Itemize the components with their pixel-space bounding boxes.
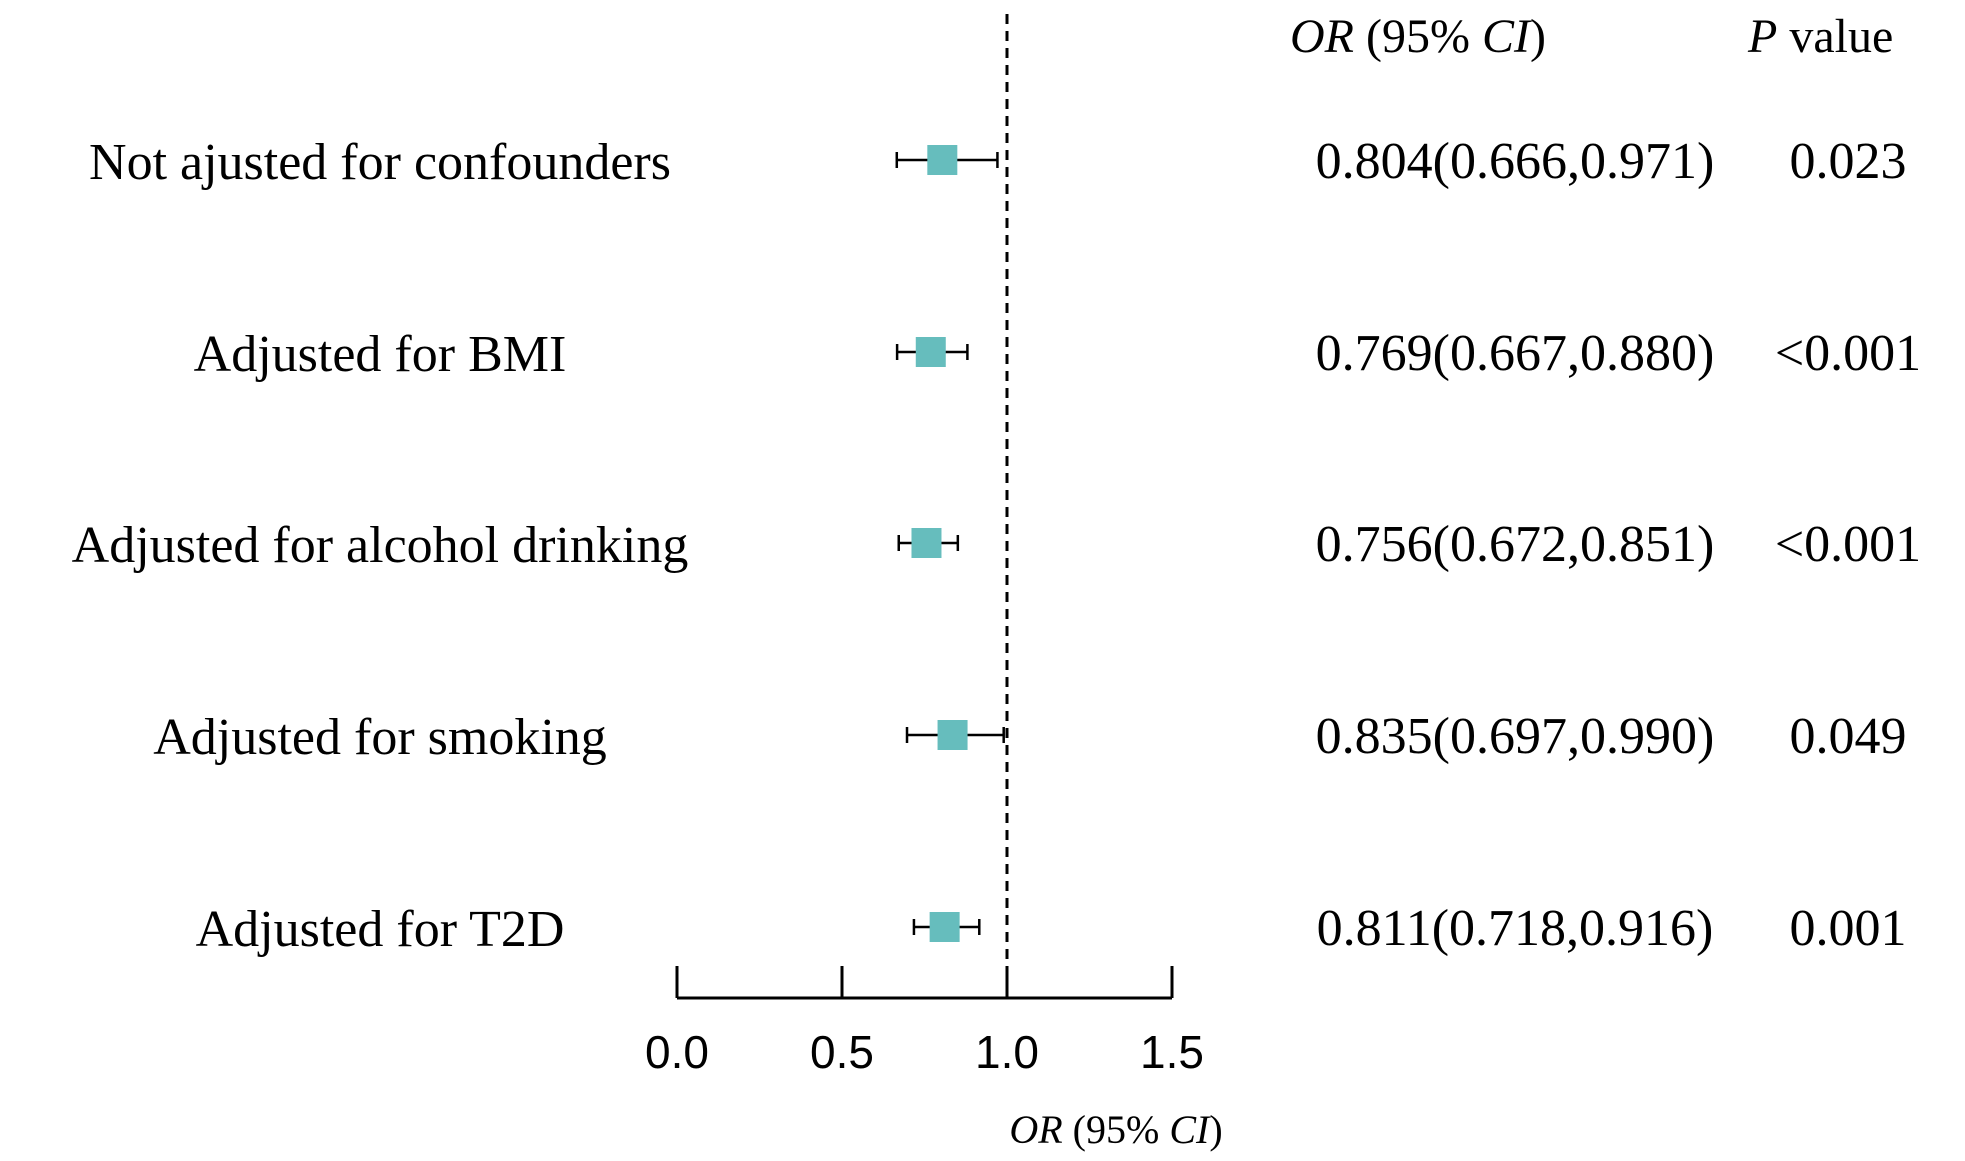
forest-row: Adjusted for T2D 0.811(0.718,0.916) 0.001 <box>196 900 1907 958</box>
point-estimate-marker <box>929 912 960 942</box>
row-label: Not ajusted for confounders <box>89 134 671 191</box>
forest-row: Adjusted for BMI 0.769(0.667,0.880) <0.001 <box>194 325 1921 383</box>
x-tick-label: 1.0 <box>975 1026 1039 1078</box>
row-label: Adjusted for alcohol drinking <box>72 517 689 574</box>
row-label: Adjusted for smoking <box>153 709 607 766</box>
x-axis-label: OR (95% CI) <box>1009 1107 1222 1152</box>
x-axis: 0.0 0.5 1.0 1.5 <box>645 966 1204 1078</box>
point-estimate-marker <box>915 337 946 367</box>
or-ci-value: 0.804(0.666,0.971) <box>1316 133 1715 190</box>
row-label: Adjusted for BMI <box>194 326 567 383</box>
point-estimate-marker <box>927 145 958 175</box>
or-ci-value: 0.756(0.672,0.851) <box>1316 516 1715 573</box>
forest-rows: Not ajusted for confounders 0.804(0.666,0… <box>72 133 1922 958</box>
or-ci-value: 0.769(0.667,0.880) <box>1316 325 1715 382</box>
p-value: 0.001 <box>1790 900 1907 957</box>
forest-row: Adjusted for smoking 0.835(0.697,0.990) 0.… <box>153 708 1906 766</box>
x-tick-label: 0.0 <box>645 1026 709 1078</box>
p-value: 0.023 <box>1790 133 1907 190</box>
or-ci-value: 0.835(0.697,0.990) <box>1316 708 1715 765</box>
forest-row: Not ajusted for confounders 0.804(0.666,0… <box>89 133 1906 191</box>
x-tick-label: 0.5 <box>810 1026 874 1078</box>
p-value-header: P value <box>1747 10 1893 63</box>
p-value: <0.001 <box>1775 516 1921 573</box>
or-ci-value: 0.811(0.718,0.916) <box>1317 900 1714 957</box>
forest-row: Adjusted for alcohol drinking 0.756(0.672… <box>72 516 1922 574</box>
row-label: Adjusted for T2D <box>196 901 565 958</box>
x-tick-label: 1.5 <box>1140 1026 1204 1078</box>
p-value: <0.001 <box>1775 325 1921 382</box>
point-estimate-marker <box>937 720 968 750</box>
point-estimate-marker <box>911 528 942 558</box>
or-ci-header: OR (95% CI) <box>1290 10 1546 63</box>
p-value: 0.049 <box>1790 708 1907 765</box>
